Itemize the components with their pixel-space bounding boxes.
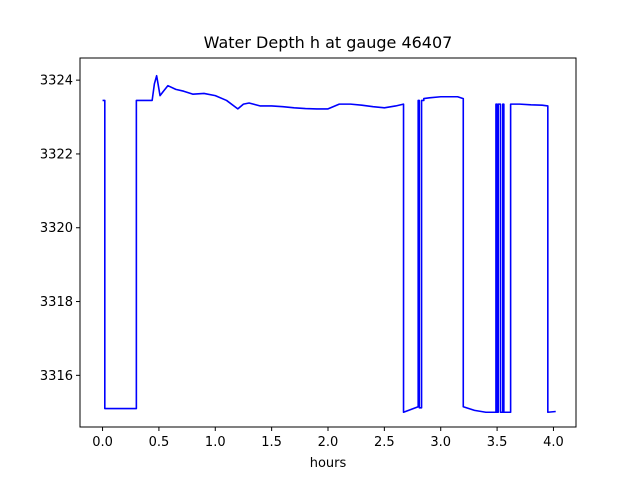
plot-area xyxy=(80,58,576,427)
x-tick-label: 2.5 xyxy=(374,435,395,450)
x-tick-label: 3.5 xyxy=(487,435,508,450)
x-axis-ticks: 0.0 0.5 1.0 1.5 2.0 2.5 3.0 3.5 4.0 xyxy=(92,427,564,450)
y-tick-label: 3318 xyxy=(40,295,73,310)
x-tick-label: 1.0 xyxy=(205,435,226,450)
x-tick-label: 4.0 xyxy=(543,435,564,450)
y-axis-ticks: 3316 3318 3320 3322 3324 xyxy=(40,74,80,384)
y-tick-label: 3324 xyxy=(40,74,73,89)
x-tick-label: 3.0 xyxy=(430,435,451,450)
x-tick-label: 1.5 xyxy=(261,435,282,450)
x-tick-label: 0.0 xyxy=(92,435,113,450)
x-tick-label: 2.0 xyxy=(318,435,339,450)
y-tick-label: 3322 xyxy=(40,147,73,162)
y-tick-label: 3316 xyxy=(40,369,73,384)
y-tick-label: 3320 xyxy=(40,221,73,236)
chart-title: Water Depth h at gauge 46407 xyxy=(204,33,453,52)
series-layer xyxy=(102,74,556,414)
x-tick-label: 0.5 xyxy=(149,435,170,450)
series-line-0 xyxy=(102,74,556,414)
x-axis-label: hours xyxy=(310,456,347,471)
